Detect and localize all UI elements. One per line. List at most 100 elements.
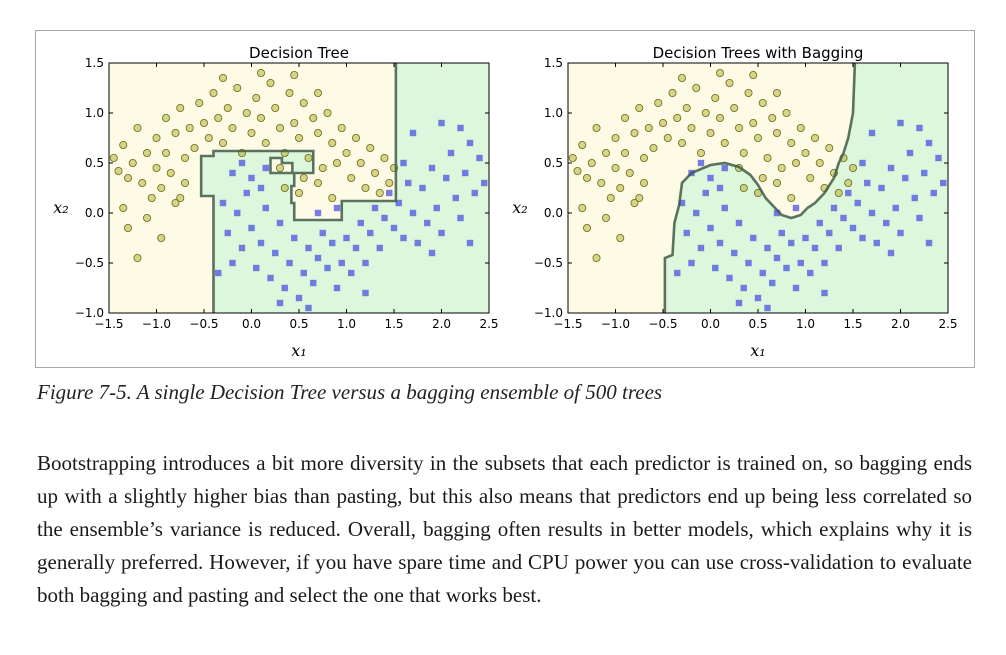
class0-point <box>621 149 630 158</box>
x-tick-label: −1.5 <box>553 317 582 331</box>
class0-point <box>758 99 767 108</box>
class1-point <box>329 239 336 247</box>
decision-boundary <box>199 63 398 313</box>
class0-point <box>313 178 322 187</box>
class0-point <box>697 149 706 158</box>
class1-point <box>868 129 876 137</box>
class0-point <box>361 183 370 192</box>
class0-point <box>768 114 777 123</box>
class0-point <box>304 154 313 163</box>
class1-point <box>229 259 236 267</box>
x-tick-label: −1.0 <box>142 317 171 331</box>
class1-point <box>376 244 383 252</box>
class0-point <box>133 124 142 133</box>
class1-point <box>457 124 464 132</box>
chart-title: Decision Trees with Bagging <box>653 44 864 62</box>
class0-point <box>275 163 284 172</box>
class0-point <box>806 173 815 182</box>
class1-point <box>702 189 709 197</box>
y-tick-label: 1.0 <box>544 106 563 120</box>
class0-point <box>242 109 251 118</box>
class0-point <box>166 168 175 177</box>
class1-point <box>419 184 426 192</box>
class1-point <box>759 269 766 277</box>
class0-point <box>635 193 644 202</box>
x-tick-label: 0.0 <box>701 317 720 331</box>
class0-point <box>176 104 185 113</box>
class0-point <box>611 134 620 143</box>
class0-point <box>323 109 332 118</box>
class0-point <box>583 223 592 232</box>
class0-point <box>568 154 577 163</box>
class0-point <box>266 79 275 88</box>
class0-point <box>716 69 725 78</box>
class1-point <box>835 244 842 252</box>
class0-point <box>640 178 649 187</box>
class0-point <box>749 119 758 128</box>
class1-point <box>452 194 459 202</box>
class1-point <box>295 294 303 302</box>
class0-point <box>773 178 782 187</box>
class1-point <box>859 234 866 242</box>
class1-point <box>878 184 885 192</box>
class1-point <box>916 214 923 222</box>
class0-point <box>573 166 582 175</box>
y-tick-label: 0.0 <box>544 206 563 220</box>
class0-point <box>299 173 308 182</box>
x-tick-label: 0.5 <box>289 317 308 331</box>
class1-point <box>314 209 322 217</box>
class1-point <box>735 299 743 307</box>
class0-point <box>162 114 171 123</box>
class0-point <box>744 89 753 98</box>
class0-point <box>128 158 137 167</box>
class0-point <box>143 149 152 158</box>
y-tick-label: 1.5 <box>85 56 104 70</box>
class0-point <box>214 114 223 123</box>
class0-point <box>124 223 133 232</box>
class0-point <box>318 163 327 172</box>
class1-point <box>773 209 781 217</box>
class0-point <box>616 233 625 242</box>
figure-frame: −1.5 −1.0 −0.5 0.0 0.5 1.0 1.5 2.0 2.5 −1.0 −0.5 0.… <box>35 30 975 368</box>
class1-point <box>849 224 857 232</box>
class0-point <box>143 213 152 222</box>
class1-point <box>348 269 355 277</box>
class1-point <box>395 199 402 207</box>
class1-point <box>438 229 445 237</box>
class0-point <box>815 158 824 167</box>
class1-point <box>921 169 928 177</box>
body-paragraph: Bootstrapping introduces a bit more dive… <box>37 451 972 607</box>
x-tick-label: 1.0 <box>337 317 356 331</box>
class0-point <box>299 99 308 108</box>
class1-point <box>897 229 904 237</box>
class1-point <box>735 219 743 227</box>
class1-point <box>433 204 440 212</box>
class1-point <box>314 254 322 262</box>
x-tick-label: 2.0 <box>891 317 910 331</box>
class0-point <box>199 119 208 128</box>
class1-point <box>438 119 445 127</box>
class0-point <box>351 134 360 143</box>
class1-point <box>925 139 933 147</box>
class1-point <box>443 174 450 182</box>
class1-point <box>807 269 814 277</box>
class0-point <box>256 69 265 78</box>
class0-point <box>138 178 147 187</box>
class0-point <box>635 104 644 113</box>
class0-point <box>290 119 299 128</box>
class1-point <box>352 244 360 252</box>
class1-point <box>887 249 895 257</box>
class1-point <box>683 229 690 237</box>
x-axis-label: x₁ <box>291 341 306 360</box>
class1-point <box>357 219 364 227</box>
class1-point <box>481 179 488 187</box>
y-tick-label: 1.5 <box>544 56 563 70</box>
class1-point <box>305 244 312 252</box>
class0-point <box>706 129 715 138</box>
class0-point <box>185 124 194 133</box>
class0-point <box>801 149 810 158</box>
class0-point <box>640 154 649 163</box>
class0-point <box>157 183 166 192</box>
class0-point <box>825 144 834 153</box>
class1-point <box>802 234 809 242</box>
